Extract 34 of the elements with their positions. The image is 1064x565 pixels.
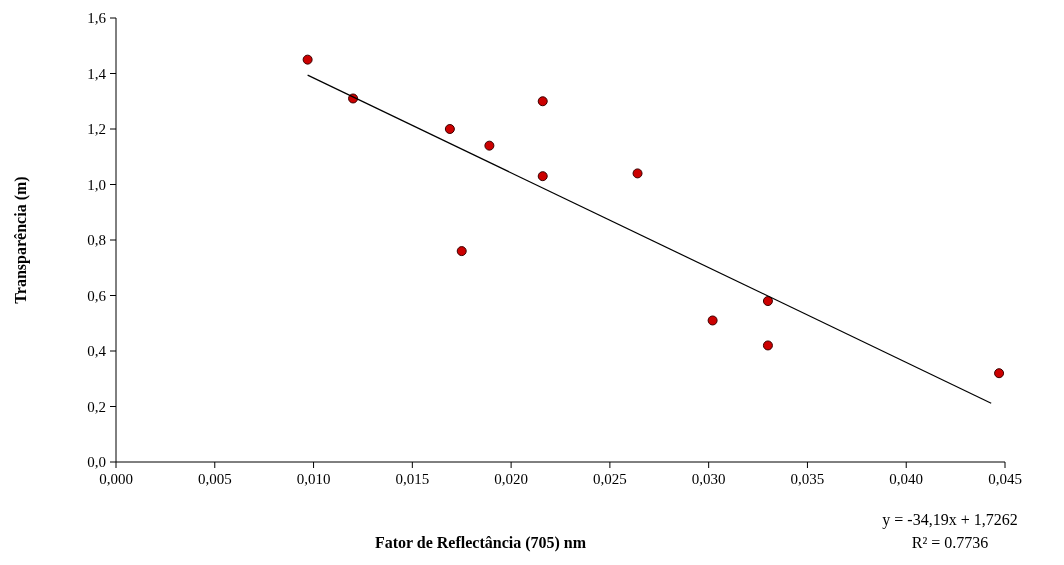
y-tick-label: 1,6: [87, 10, 107, 26]
y-tick-label: 0,8: [87, 232, 106, 248]
x-tick-label: 0,010: [296, 471, 331, 487]
point: [537, 171, 548, 182]
text: R² = 0.7736: [911, 534, 989, 551]
point: [707, 315, 718, 326]
x-tick-label: 0,045: [988, 471, 1022, 487]
text: y = -34,19x + 1,7262: [882, 511, 1018, 529]
y-tick-label: 1,2: [87, 121, 106, 137]
y-tick-label: 0,4: [87, 343, 107, 359]
y-axis-title: Transparência (m): [12, 176, 30, 304]
y-tick-label: 0,2: [87, 398, 106, 415]
x-tick-label: 0,020: [494, 471, 528, 487]
point: [456, 246, 467, 257]
y-tick-label: 0,6: [87, 287, 107, 304]
y-tick-label: 0,0: [87, 454, 106, 470]
point: [994, 368, 1005, 379]
x-tick-label: 0,015: [395, 471, 430, 487]
y-tick-label: 1,4: [87, 65, 107, 82]
x-tick-label: 0,005: [197, 471, 232, 487]
point: [762, 296, 773, 307]
y-tick-label: 1,0: [87, 176, 106, 193]
point: [444, 124, 455, 134]
x-tick-label: 0,025: [593, 471, 627, 487]
point: [762, 340, 773, 351]
x-tick-label: 0,040: [889, 471, 924, 487]
point: [484, 140, 495, 151]
x-axis-title: Fator de Reflectância (705) nm: [374, 534, 587, 552]
point: [302, 54, 313, 65]
point: [537, 96, 548, 107]
point: [632, 168, 643, 179]
x-tick-label: 0,000: [99, 471, 133, 487]
x-tick-label: 0,035: [790, 471, 825, 487]
x-tick-label: 0,030: [691, 471, 726, 487]
